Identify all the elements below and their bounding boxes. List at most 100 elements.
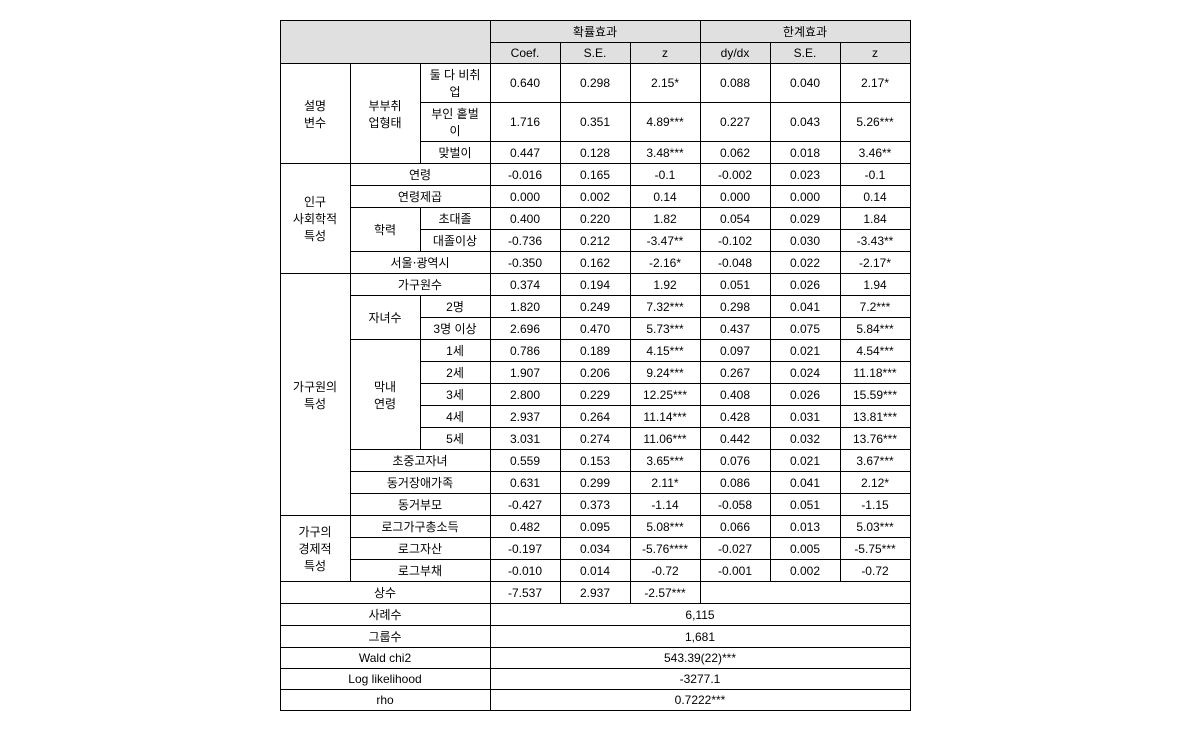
row-name: 동거부모: [350, 494, 490, 516]
cell: 0.026: [770, 274, 840, 296]
cell: 0.428: [700, 406, 770, 428]
cell: -0.197: [490, 538, 560, 560]
cell: 0.021: [770, 450, 840, 472]
cell: 2.17*: [840, 64, 910, 103]
cell: 1.92: [630, 274, 700, 296]
table-row: Log likelihood -3277.1: [280, 669, 910, 690]
row-name: 서울⋅광역시: [350, 252, 490, 274]
cell: 2.696: [490, 318, 560, 340]
cell: 0.088: [700, 64, 770, 103]
cell: 0.162: [560, 252, 630, 274]
cell: 0.097: [700, 340, 770, 362]
stat-label: rho: [280, 690, 490, 711]
cell: 0.026: [770, 384, 840, 406]
stat-label: 사례수: [280, 604, 490, 626]
cell: -1.15: [840, 494, 910, 516]
section-explain-label: 설명변수: [280, 64, 350, 164]
cell: 1.82: [630, 208, 700, 230]
regression-table: 확률효과 한계효과 Coef. S.E. z dy/dx S.E. z 설명변수…: [280, 20, 911, 711]
cell: 5.08***: [630, 516, 700, 538]
cell: 4.89***: [630, 103, 700, 142]
cell: 0.212: [560, 230, 630, 252]
cell: 0.018: [770, 142, 840, 164]
table-row: 막내연령 1세 0.786 0.189 4.15*** 0.097 0.021 …: [280, 340, 910, 362]
cell: 5.03***: [840, 516, 910, 538]
cell: 0.470: [560, 318, 630, 340]
row-name: 2세: [420, 362, 490, 384]
cell: -0.048: [700, 252, 770, 274]
row-name: 대졸이상: [420, 230, 490, 252]
row-name: 로그자산: [350, 538, 490, 560]
cell: -0.1: [840, 164, 910, 186]
cell: -2.17*: [840, 252, 910, 274]
header-group2: 한계효과: [700, 21, 910, 43]
cell: 0.031: [770, 406, 840, 428]
stat-label: 그룹수: [280, 626, 490, 648]
cell: 0.041: [770, 472, 840, 494]
row-name: 초대졸: [420, 208, 490, 230]
header-se2: S.E.: [770, 43, 840, 64]
cell: 3.46**: [840, 142, 910, 164]
cell: 0.274: [560, 428, 630, 450]
cell: 0.408: [700, 384, 770, 406]
section-explain-sub: 부부취업형태: [350, 64, 420, 164]
cell: -0.002: [700, 164, 770, 186]
cell: 0.165: [560, 164, 630, 186]
row-name: 5세: [420, 428, 490, 450]
row-name: 1세: [420, 340, 490, 362]
header-z: z: [630, 43, 700, 64]
cell: -0.058: [700, 494, 770, 516]
cell: 0.264: [560, 406, 630, 428]
cell: 2.937: [560, 582, 630, 604]
cell: 3.65***: [630, 450, 700, 472]
stat-value: 6,115: [490, 604, 910, 626]
cell: -5.75***: [840, 538, 910, 560]
row-name: 4세: [420, 406, 490, 428]
cell: 9.24***: [630, 362, 700, 384]
row-name: 2명: [420, 296, 490, 318]
cell: 0.062: [700, 142, 770, 164]
cell: 0.786: [490, 340, 560, 362]
youngest-label: 막내연령: [350, 340, 420, 450]
cell: 0.086: [700, 472, 770, 494]
cell: 0.14: [630, 186, 700, 208]
cell: 0.034: [560, 538, 630, 560]
table-row: 가구원의특성 가구원수 0.374 0.194 1.92 0.051 0.026…: [280, 274, 910, 296]
cell: 0.043: [770, 103, 840, 142]
header-dydx: dy/dx: [700, 43, 770, 64]
cell: 3.48***: [630, 142, 700, 164]
cell: 3.67***: [840, 450, 910, 472]
cell: 0.014: [560, 560, 630, 582]
row-name: 둘 다 비취업: [420, 64, 490, 103]
cell: 0.040: [770, 64, 840, 103]
cell: 7.2***: [840, 296, 910, 318]
cell: 0.095: [560, 516, 630, 538]
cell: 0.373: [560, 494, 630, 516]
cell: -0.010: [490, 560, 560, 582]
row-name: 로그부채: [350, 560, 490, 582]
cell: 0.227: [700, 103, 770, 142]
cell: 0.442: [700, 428, 770, 450]
cell: 2.15*: [630, 64, 700, 103]
cell: 4.15***: [630, 340, 700, 362]
row-name: 가구원수: [350, 274, 490, 296]
table-row: 가구의경제적특성 로그가구총소득 0.482 0.095 5.08*** 0.0…: [280, 516, 910, 538]
row-name: 로그가구총소득: [350, 516, 490, 538]
stat-label: Wald chi2: [280, 648, 490, 669]
cell: -0.016: [490, 164, 560, 186]
cell: 7.32***: [630, 296, 700, 318]
stat-value: 1,681: [490, 626, 910, 648]
cell: 1.84: [840, 208, 910, 230]
cell: 0.298: [560, 64, 630, 103]
cell: 0.128: [560, 142, 630, 164]
table-row: 설명변수 부부취업형태 둘 다 비취업 0.640 0.298 2.15* 0.…: [280, 64, 910, 103]
cell: -0.736: [490, 230, 560, 252]
table-row: Wald chi2 543.39(22)***: [280, 648, 910, 669]
row-name: 동거장애가족: [350, 472, 490, 494]
cell: 0.400: [490, 208, 560, 230]
header-group1: 확률효과: [490, 21, 700, 43]
cell: 13.76***: [840, 428, 910, 450]
edu-label: 학력: [350, 208, 420, 252]
cell: 0.559: [490, 450, 560, 472]
row-name: 맞벌이: [420, 142, 490, 164]
